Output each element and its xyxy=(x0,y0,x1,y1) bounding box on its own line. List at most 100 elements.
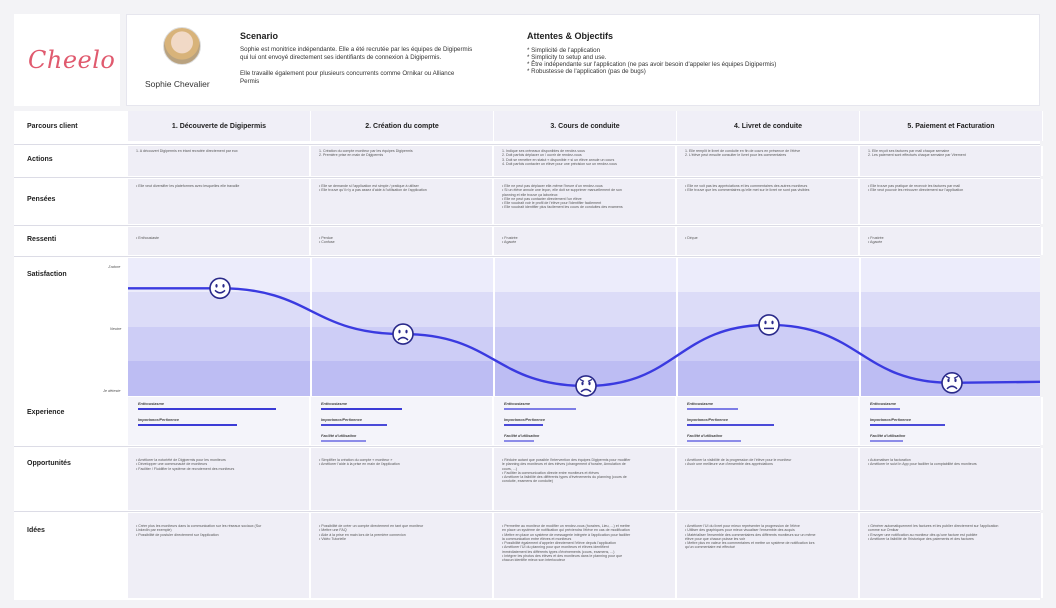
cell-ressenti: • Enthousiaste xyxy=(128,227,311,255)
experience-track xyxy=(138,424,288,426)
row-label-experience: Experience xyxy=(27,409,65,416)
row-label-satisfaction: Satisfaction xyxy=(27,271,67,278)
pensees-text: • Elle trouve pas pratique de recevoir l… xyxy=(868,184,964,193)
cell-actions: 1. Elle remplit le livret de conduite en… xyxy=(677,146,860,176)
experience-track xyxy=(687,408,837,410)
ressenti-text: • Frustrée • Agacée xyxy=(502,236,518,245)
scale-label-top: J'adore xyxy=(107,265,120,269)
row-label-idees: Idées xyxy=(27,527,45,534)
scenario-line: Sophie est monitrice indépendante. Elle … xyxy=(240,46,473,53)
cell-opportunites: • Automatiser la facturation • Améliorer… xyxy=(860,448,1043,510)
goal-item: * Être indépendante sur l'application (n… xyxy=(527,61,777,68)
cell-ressenti: • Perdue • Confuse xyxy=(311,227,494,255)
experience-label-facilite: Facilité d'utilisation xyxy=(870,434,906,438)
actions-text: 1. Elle remplit le livret de conduite en… xyxy=(685,149,801,158)
row-divider xyxy=(14,446,1040,447)
experience-bar-enthousiasme xyxy=(504,408,576,410)
idees-text: • Permettre au moniteur de modifier un r… xyxy=(502,524,631,563)
experience-label-enthousiasme: Enthousiasme xyxy=(687,402,713,406)
row-label-ressenti: Ressenti xyxy=(27,236,57,243)
experience-bar-importance xyxy=(321,424,387,426)
column-divider xyxy=(676,258,678,396)
experience-label-importance: Importance/Pertinence xyxy=(138,418,179,422)
scenario-title: Scenario xyxy=(240,31,279,41)
row-label-parcours: Parcours client xyxy=(27,123,78,130)
opportunites-text: • Réduire autant que possible l'interven… xyxy=(502,458,631,484)
brand-logo: Cheelo xyxy=(28,46,116,74)
actions-text: 1. A découvert Digipermis en étant recru… xyxy=(136,149,238,153)
cell-actions: 1. Elle reçoit ses factures par mail cha… xyxy=(860,146,1043,176)
ressenti-text: • Enthousiaste xyxy=(136,236,160,240)
experience-bar-enthousiasme xyxy=(687,408,738,410)
stage-title: 2. Création du compte xyxy=(365,123,439,130)
experience-label-facilite: Facilité d'utilisation xyxy=(687,434,723,438)
pensees-text: • Elle veut diversifier les plateformes … xyxy=(136,184,240,188)
scenario-line: qui lui ont envoyé directement ses ident… xyxy=(240,54,442,61)
cell-actions: 1. A découvert Digipermis en étant recru… xyxy=(128,146,311,176)
experience-track xyxy=(870,408,1020,410)
cell-opportunites: • Améliorer la visibilité de la progress… xyxy=(677,448,860,510)
stage-title: 3. Cours de conduite xyxy=(550,123,620,130)
pensees-text: • Elle ne peut pas déplacer elle-même l'… xyxy=(502,184,623,210)
idees-text: • Améliorer l'UI du livret pour mieux re… xyxy=(685,524,816,550)
ressenti-text: • Frustrée • Agacée xyxy=(868,236,884,245)
cell-ressenti: • Frustrée • Agacée xyxy=(494,227,677,255)
experience-track xyxy=(687,440,837,442)
experience-bar-importance xyxy=(687,424,774,426)
stage-header: 4. Livret de conduite xyxy=(677,111,860,141)
cell-pensees: • Elle trouve pas pratique de recevoir l… xyxy=(860,179,1043,224)
column-divider xyxy=(493,258,495,396)
experience-bar-enthousiasme xyxy=(321,408,402,410)
experience-label-facilite: Facilité d'utilisation xyxy=(321,434,357,438)
logo-panel xyxy=(14,14,120,106)
scale-label-mid: Neutre xyxy=(110,327,121,331)
cell-idees: • Permettre au moniteur de modifier un r… xyxy=(494,513,677,598)
idees-text: • Possibilité de créer un compte directe… xyxy=(319,524,424,541)
experience-bar-importance xyxy=(138,424,237,426)
scenario-line: Elle travaille également pour plusieurs … xyxy=(240,70,455,77)
persona-panel xyxy=(126,14,1040,106)
experience-track xyxy=(321,440,471,442)
row-divider xyxy=(14,225,1040,226)
satisfaction-band xyxy=(128,292,1040,327)
cell-ressenti: • Déçue xyxy=(677,227,860,255)
cell-pensees: • Elle ne peut pas déplacer elle-même l'… xyxy=(494,179,677,224)
experience-bar-importance xyxy=(504,424,543,426)
idees-text: • Créer plus les moniteurs dans la commu… xyxy=(136,524,262,537)
row-divider xyxy=(14,511,1040,512)
row-label-actions: Actions xyxy=(27,156,53,163)
angry-face-icon xyxy=(575,375,597,397)
stage-header: 1. Découverte de Digipermis xyxy=(128,111,311,141)
goal-item: * Simplicité de l'application xyxy=(527,47,601,54)
cell-idees: • Améliorer l'UI du livret pour mieux re… xyxy=(677,513,860,598)
opportunites-text: • Automatiser la facturation • Améliorer… xyxy=(868,458,977,467)
experience-track xyxy=(321,408,471,410)
persona-name: Sophie Chevalier xyxy=(145,79,210,89)
stage-header: 3. Cours de conduite xyxy=(494,111,677,141)
experience-bar-facilite xyxy=(321,440,366,442)
cell-pensees: • Elle veut diversifier les plateformes … xyxy=(128,179,311,224)
experience-bar-facilite xyxy=(870,440,903,442)
column-divider xyxy=(310,258,312,396)
experience-track xyxy=(138,408,288,410)
goal-item: * Simplicity to setup and use. xyxy=(527,54,607,61)
pensees-text: • Elle se demande si l'application est s… xyxy=(319,184,427,193)
actions-text: 1. Elle reçoit ses factures par mail cha… xyxy=(868,149,966,158)
stage-header: 2. Création du compte xyxy=(311,111,494,141)
actions-text: 1. Indique ses créneaux disponibles de r… xyxy=(502,149,617,166)
row-label-pensees: Pensées xyxy=(27,196,56,203)
experience-track xyxy=(504,408,654,410)
experience-bar-facilite xyxy=(504,440,534,442)
row-divider xyxy=(14,177,1040,178)
experience-bar-facilite xyxy=(687,440,741,442)
experience-label-importance: Importance/Pertinence xyxy=(687,418,728,422)
experience-label-enthousiasme: Enthousiasme xyxy=(504,402,530,406)
persona-avatar xyxy=(163,27,201,65)
cell-idees: • Créer plus les moniteurs dans la commu… xyxy=(128,513,311,598)
stage-title: 1. Découverte de Digipermis xyxy=(171,123,267,130)
experience-label-importance: Importance/Pertinence xyxy=(870,418,911,422)
experience-label-enthousiasme: Enthousiasme xyxy=(138,402,164,406)
column-divider xyxy=(859,258,861,396)
